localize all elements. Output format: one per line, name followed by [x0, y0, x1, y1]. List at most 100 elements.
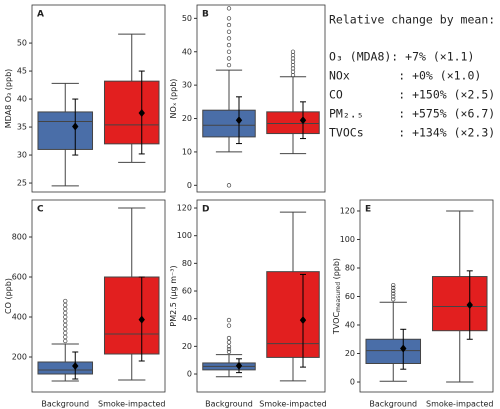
outlier: [391, 297, 396, 302]
y-tick-label: 30: [17, 151, 27, 160]
axes-frame: [196, 4, 326, 193]
box: [431, 276, 488, 332]
mean-marker: [299, 116, 307, 125]
y-tick-label: 400: [12, 313, 27, 322]
y-tick-label: 0: [350, 378, 355, 387]
summary-line: O₃ (MDA8): +7% (×1.1): [329, 50, 474, 64]
outlier: [391, 291, 396, 296]
outlier: [226, 62, 232, 68]
summary-line: PM₂.₅ : +575% (×6.7): [329, 107, 495, 121]
y-tick-label: 0: [187, 181, 192, 190]
outlier: [63, 310, 68, 316]
outlier: [226, 346, 232, 352]
y-axis-label-text: MDA8 O₃ (ppb): [4, 69, 13, 129]
y-tick-label: 35: [17, 123, 27, 132]
y-tick-label: 45: [17, 67, 27, 76]
mean-marker: [235, 116, 243, 125]
y-axis-label-unit: (ppb): [332, 258, 341, 282]
outlier: [63, 318, 68, 324]
box: [37, 111, 94, 150]
mean-marker: [138, 109, 145, 118]
outlier: [391, 282, 396, 288]
x-tick-label: Background: [205, 400, 253, 409]
outlier: [63, 302, 68, 308]
y-axis-label-text: PM2.5 (μg m⁻³): [169, 265, 178, 326]
y-tick-label: 200: [12, 353, 27, 362]
box: [103, 80, 160, 145]
y-axis-label: PM2.5 (μg m⁻³): [169, 265, 178, 326]
y-tick-label: 40: [17, 95, 27, 104]
y-tick-label: 10: [182, 147, 192, 156]
outlier: [63, 306, 68, 312]
y-tick-label: 120: [340, 206, 355, 215]
summary-line: NOx : +0% (×1.0): [329, 69, 481, 83]
y-tick-label: 40: [182, 314, 192, 323]
axes-frame: [31, 4, 166, 193]
y-tick-label: 80: [182, 259, 192, 268]
mean-marker: [72, 122, 79, 131]
outlier: [391, 285, 396, 291]
outlier: [226, 349, 232, 355]
box: [202, 109, 256, 138]
outlier: [226, 335, 232, 341]
summary-line: CO : +150% (×2.5): [329, 88, 495, 102]
y-axis-label-subscript: measured: [335, 282, 342, 312]
outlier: [63, 322, 68, 328]
y-tick-label: 80: [345, 263, 355, 272]
outlier: [226, 56, 232, 61]
y-tick-label: 20: [182, 342, 192, 351]
y-tick-label: 50: [182, 14, 192, 23]
outlier: [63, 326, 68, 332]
outlier: [391, 294, 396, 299]
panel-letter: B: [202, 10, 209, 20]
outlier: [63, 338, 68, 344]
outlier: [63, 330, 68, 336]
mean-marker: [235, 361, 243, 370]
axes-frame: [31, 199, 166, 393]
x-tick-label: Background: [369, 400, 417, 409]
y-tick-label: 40: [182, 47, 192, 56]
y-axis-label: TVOCmeasured (ppb): [332, 258, 342, 335]
outlier: [226, 344, 232, 349]
y-tick-label: 60: [182, 287, 192, 296]
y-tick-label: 120: [177, 204, 192, 213]
y-tick-label: 20: [345, 349, 355, 358]
y-tick-label: 800: [12, 233, 27, 242]
outlier: [290, 49, 296, 54]
y-axis-label: MDA8 O₃ (ppb): [4, 69, 13, 129]
summary-title: Relative change by mean:: [329, 13, 495, 27]
y-axis-label: CO (ppb): [4, 278, 13, 314]
outlier: [226, 42, 232, 48]
box: [266, 271, 320, 358]
axes-frame: [196, 199, 326, 393]
mean-marker: [400, 344, 407, 353]
mean-marker: [72, 362, 79, 370]
panel-letter: D: [202, 205, 209, 215]
outlier: [226, 22, 232, 28]
summary-line: TVOCs : +134% (×2.3): [329, 126, 495, 140]
y-tick-label: 100: [177, 231, 192, 240]
outlier: [226, 340, 232, 345]
y-tick-label: 60: [345, 292, 355, 301]
outlier: [226, 16, 232, 21]
outlier: [226, 317, 232, 323]
axes-frame: [359, 199, 494, 393]
box: [266, 111, 320, 135]
x-tick-label: Smoke-impacted: [98, 400, 165, 409]
mean-marker: [299, 316, 307, 325]
y-tick-label: 100: [340, 235, 355, 244]
panel-letter: A: [37, 10, 44, 20]
outlier: [226, 36, 232, 41]
outlier: [63, 314, 68, 320]
outlier: [63, 298, 68, 304]
y-tick-label: 0: [187, 370, 192, 379]
mean-marker: [466, 301, 473, 310]
outlier: [63, 334, 68, 340]
box: [37, 361, 94, 375]
y-axis-label-text: CO (ppb): [4, 278, 13, 314]
outlier: [226, 29, 232, 34]
y-axis-label-text: TVOC: [332, 312, 341, 336]
x-tick-label: Smoke-impacted: [259, 400, 326, 409]
outlier: [391, 288, 396, 293]
